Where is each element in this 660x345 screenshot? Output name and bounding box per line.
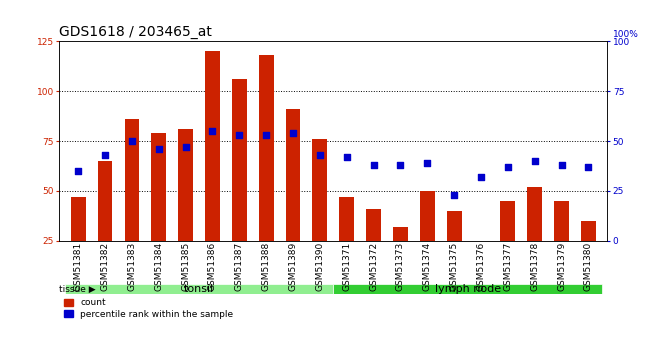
Bar bbox=[474, 285, 488, 291]
Bar bbox=[554, 201, 569, 291]
Point bbox=[127, 138, 137, 144]
Point bbox=[476, 174, 486, 180]
Text: GSM51380: GSM51380 bbox=[584, 242, 593, 291]
Text: GSM51378: GSM51378 bbox=[530, 242, 539, 291]
Text: GSM51384: GSM51384 bbox=[154, 242, 163, 291]
Bar bbox=[151, 133, 166, 291]
Bar bbox=[447, 211, 461, 291]
Bar bbox=[71, 197, 86, 291]
Bar bbox=[420, 191, 435, 291]
Text: tonsil: tonsil bbox=[184, 284, 214, 294]
Bar bbox=[65, 284, 333, 294]
Point bbox=[180, 144, 191, 150]
Bar bbox=[527, 187, 542, 291]
Bar bbox=[232, 79, 247, 291]
Legend: count, percentile rank within the sample: count, percentile rank within the sample bbox=[64, 298, 233, 319]
Point bbox=[288, 130, 298, 136]
Text: GSM51372: GSM51372 bbox=[369, 242, 378, 291]
Point bbox=[234, 132, 245, 138]
Text: GSM51374: GSM51374 bbox=[423, 242, 432, 291]
Text: GSM51375: GSM51375 bbox=[449, 242, 459, 291]
Point bbox=[341, 154, 352, 160]
Bar bbox=[178, 129, 193, 291]
Text: GSM51373: GSM51373 bbox=[396, 242, 405, 291]
Point bbox=[502, 164, 513, 170]
Bar bbox=[339, 197, 354, 291]
Bar bbox=[500, 201, 515, 291]
Text: GSM51390: GSM51390 bbox=[315, 242, 324, 291]
Point bbox=[449, 192, 459, 198]
Text: GSM51382: GSM51382 bbox=[100, 242, 110, 291]
Bar bbox=[581, 221, 596, 291]
Point bbox=[207, 128, 218, 134]
Text: GSM51383: GSM51383 bbox=[127, 242, 137, 291]
Bar bbox=[366, 209, 381, 291]
Text: GDS1618 / 203465_at: GDS1618 / 203465_at bbox=[59, 25, 213, 39]
Point bbox=[154, 146, 164, 152]
Point bbox=[100, 152, 110, 158]
Bar bbox=[205, 51, 220, 291]
Text: 100%: 100% bbox=[612, 30, 639, 39]
Point bbox=[395, 162, 406, 168]
Text: GSM51371: GSM51371 bbox=[343, 242, 351, 291]
Bar bbox=[286, 109, 300, 291]
Bar bbox=[98, 161, 112, 291]
Bar bbox=[259, 55, 273, 291]
Bar bbox=[125, 119, 139, 291]
Point bbox=[556, 162, 567, 168]
Text: GSM51387: GSM51387 bbox=[235, 242, 244, 291]
Text: GSM51389: GSM51389 bbox=[288, 242, 298, 291]
Text: GSM51377: GSM51377 bbox=[504, 242, 512, 291]
Point bbox=[422, 160, 432, 166]
Text: GSM51381: GSM51381 bbox=[74, 242, 82, 291]
Text: tissue ▶: tissue ▶ bbox=[59, 285, 96, 294]
Point bbox=[529, 158, 540, 164]
Text: GSM51376: GSM51376 bbox=[477, 242, 486, 291]
Text: GSM51379: GSM51379 bbox=[557, 242, 566, 291]
Point bbox=[315, 152, 325, 158]
Point bbox=[583, 164, 594, 170]
Point bbox=[73, 168, 83, 174]
Point bbox=[261, 132, 271, 138]
Text: GSM51385: GSM51385 bbox=[181, 242, 190, 291]
Bar bbox=[312, 139, 327, 291]
Point bbox=[368, 162, 379, 168]
Text: lymph node: lymph node bbox=[434, 284, 501, 294]
Text: GSM51388: GSM51388 bbox=[261, 242, 271, 291]
Bar bbox=[393, 227, 408, 291]
Bar bbox=[333, 284, 602, 294]
Text: GSM51386: GSM51386 bbox=[208, 242, 217, 291]
